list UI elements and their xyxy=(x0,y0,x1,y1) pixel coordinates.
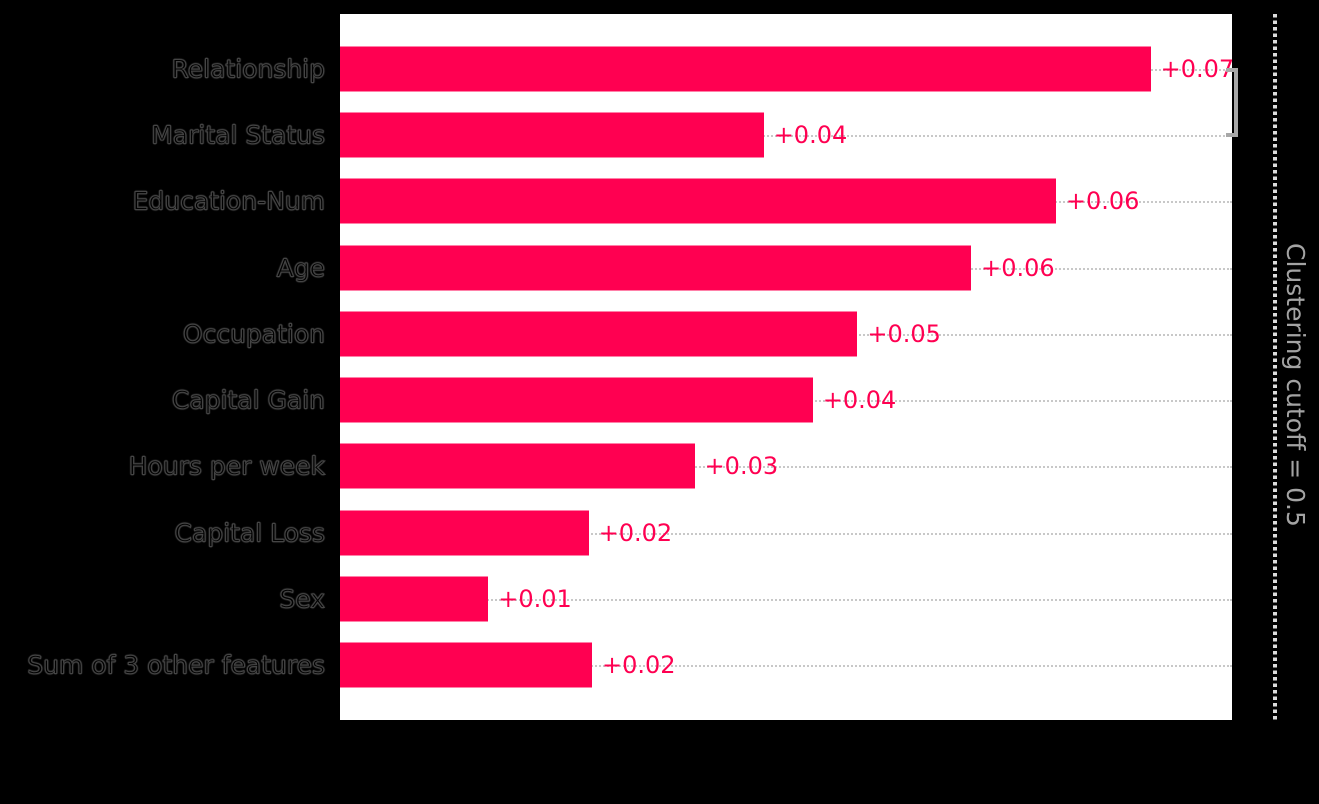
plot-span: +0.04 xyxy=(340,367,1232,433)
clustering-bracket xyxy=(1226,68,1238,137)
value-label: +0.03 xyxy=(704,452,779,481)
shap-bar xyxy=(340,311,858,357)
chart-row: Hours per week +0.03 xyxy=(0,433,1232,499)
plot-span: +0.03 xyxy=(340,433,1232,499)
chart-row: Capital Gain +0.04 xyxy=(0,367,1232,433)
shap-bar xyxy=(340,46,1151,92)
plot-span: +0.02 xyxy=(340,500,1232,566)
value-label: +0.06 xyxy=(981,253,1055,282)
shap-bar xyxy=(340,510,589,556)
plot-span: +0.06 xyxy=(340,234,1232,300)
shap-bar xyxy=(340,178,1056,224)
plot-span: +0.07 xyxy=(340,36,1235,102)
feature-label: Capital Gain xyxy=(171,385,325,415)
feature-label: Hours per week xyxy=(128,451,325,481)
chart-row: Relationship +0.07 xyxy=(0,36,1235,102)
bar-rows-container: Relationship +0.07 Marital Status +0.04 Educ… xyxy=(0,14,1235,720)
value-label: +0.04 xyxy=(822,386,897,415)
shap-bar xyxy=(340,377,813,423)
chart-row: Age +0.06 xyxy=(0,234,1232,300)
plot-span: +0.02 xyxy=(340,632,1232,698)
shap-bar xyxy=(340,576,489,622)
gridline xyxy=(340,599,1232,602)
feature-label: Sum of 3 other features xyxy=(27,650,326,680)
value-label: +0.05 xyxy=(867,319,941,348)
feature-label: Marital Status xyxy=(151,120,326,150)
value-label: +0.02 xyxy=(601,651,676,680)
clustering-cutoff-label: Clustering cutoff = 0.5 xyxy=(1281,243,1310,527)
gridline xyxy=(340,466,1232,469)
value-label: +0.04 xyxy=(773,120,848,149)
gridline xyxy=(340,134,1232,137)
chart-row: Occupation +0.05 xyxy=(0,301,1232,367)
shap-bar xyxy=(340,245,972,291)
feature-label: Occupation xyxy=(182,319,325,349)
feature-label: Sex xyxy=(279,584,326,614)
plot-span: +0.01 xyxy=(340,566,1232,632)
chart-row: Sex +0.01 xyxy=(0,566,1232,632)
value-label: +0.06 xyxy=(1065,187,1140,216)
value-label: +0.02 xyxy=(598,518,673,547)
feature-label: Relationship xyxy=(171,54,325,84)
gridline xyxy=(340,665,1232,668)
gridline xyxy=(340,532,1232,535)
shap-bar xyxy=(340,112,764,158)
chart-row: Sum of 3 other features +0.02 xyxy=(0,632,1232,698)
feature-label: Education-Num xyxy=(132,186,325,216)
feature-label: Age xyxy=(276,253,325,283)
plot-span: +0.06 xyxy=(340,168,1232,234)
feature-label: Capital Loss xyxy=(174,518,325,548)
chart-row: Education-Num +0.06 xyxy=(0,168,1232,234)
chart-row: Marital Status +0.04 xyxy=(0,102,1232,168)
plot-span: +0.05 xyxy=(340,301,1232,367)
chart-row: Capital Loss +0.02 xyxy=(0,500,1232,566)
shap-bar xyxy=(340,443,695,489)
plot-span: +0.04 xyxy=(340,102,1232,168)
value-label: +0.01 xyxy=(498,585,572,614)
clustering-cutoff-line xyxy=(1273,14,1277,721)
value-label: +0.07 xyxy=(1160,54,1235,83)
shap-bar xyxy=(340,642,592,688)
